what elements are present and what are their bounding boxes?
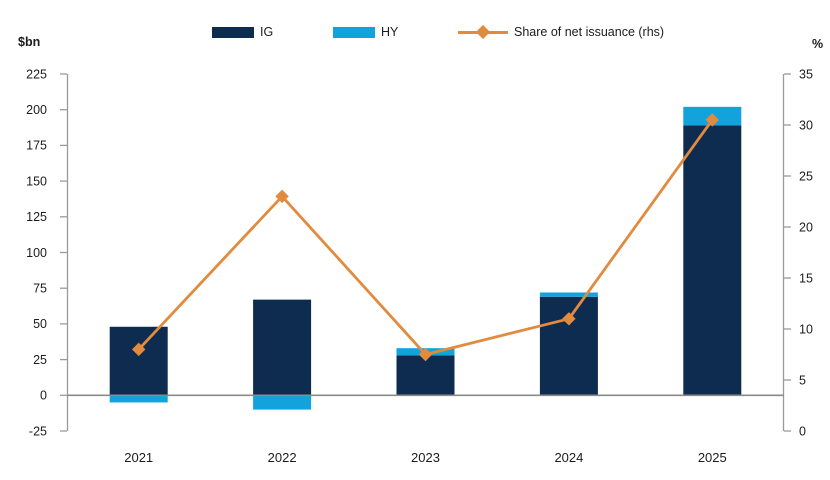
left-axis-tick-label: 25 (33, 353, 47, 367)
right-axis-tick-label: 10 (799, 322, 813, 336)
left-axis-tick-label: -25 (29, 424, 47, 438)
legend-item-share: Share of net issuance (rhs) (458, 24, 665, 40)
x-axis-label: 2025 (698, 450, 727, 465)
x-axis-label: 2021 (124, 450, 153, 465)
left-axis-tick-label: 0 (40, 389, 47, 403)
left-axis-tick-label: 200 (26, 103, 47, 117)
x-axis-label: 2022 (268, 450, 297, 465)
left-axis-tick-label: 75 (33, 282, 47, 296)
bar-hy-2024 (539, 292, 598, 297)
left-axis-tick-label: 150 (26, 174, 47, 188)
right-axis-tick-label: 30 (799, 118, 813, 132)
bar-hy-2021 (109, 395, 168, 403)
right-axis-tick-label: 0 (799, 424, 806, 438)
legend-label-share: Share of net issuance (rhs) (514, 25, 665, 39)
left-axis-tick-label: 125 (26, 210, 47, 224)
left-axis-unit-label: $bn (18, 35, 41, 49)
legend-item-ig: IG (212, 25, 273, 39)
legend-item-hy: HY (333, 25, 398, 39)
share-line (137, 119, 714, 356)
left-axis-tick-label: 225 (26, 67, 47, 81)
legend: IG HY Share of net issuance (rhs) (0, 0, 830, 46)
left-axis-tick-label: 50 (33, 317, 47, 331)
diamond-icon (475, 24, 491, 40)
bar-ig-2022 (253, 299, 312, 396)
right-axis-unit-label: % (812, 37, 824, 51)
share-marker-2024 (562, 312, 576, 326)
right-axis-tick-label: 35 (799, 67, 813, 81)
x-axis-label: 2023 (411, 450, 440, 465)
right-axis-tick-label: 20 (799, 220, 813, 234)
bar-ig-2025 (683, 125, 742, 396)
legend-swatch-ig (212, 26, 254, 38)
x-axis-label: 2024 (554, 450, 583, 465)
bar-ig-2024 (539, 296, 598, 396)
right-axis-tick-label: 5 (799, 373, 806, 387)
bar-ig-2023 (396, 355, 455, 396)
legend-line-icon (458, 24, 508, 40)
bar-ig-2021 (109, 326, 168, 396)
left-axis-tick-label: 100 (26, 246, 47, 260)
share-marker-2023 (418, 347, 433, 362)
bar-hy-2022 (253, 395, 312, 410)
left-axis-tick-label: 175 (26, 139, 47, 153)
legend-label-ig: IG (260, 25, 274, 39)
right-axis-tick-label: 15 (799, 271, 813, 285)
right-axis-tick-label: 25 (799, 169, 813, 183)
legend-label-hy: HY (381, 25, 399, 39)
legend-swatch-hy (333, 26, 375, 38)
